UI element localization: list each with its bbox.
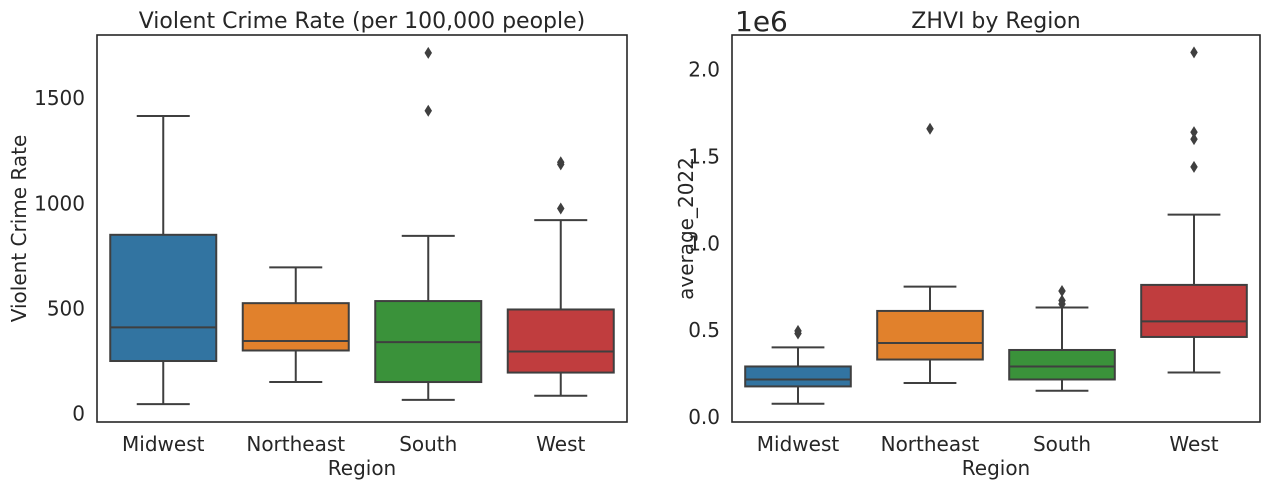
outlier-point [1058, 284, 1066, 297]
chart-title: ZHVI by Region [911, 9, 1080, 34]
outlier-point [424, 46, 432, 59]
box-iqr [1008, 348, 1116, 381]
y-tick-label: 1.5 [688, 144, 720, 168]
y-tick-label: 0.0 [688, 405, 720, 429]
y-axis-label: average_2022 [674, 157, 698, 300]
x-axis-label: Region [328, 456, 396, 480]
box-iqr [1140, 283, 1248, 338]
box-south [1008, 284, 1116, 392]
box-iqr [506, 308, 615, 374]
outlier-point [794, 324, 802, 337]
box-iqr [744, 365, 852, 388]
box-midwest [109, 114, 218, 406]
box-south [374, 46, 483, 401]
y-tick-label: 500 [47, 296, 85, 320]
tick-labels: Midwest Northeast South West 0 500 1000 1500 [34, 86, 585, 456]
x-tick-label: West [1169, 432, 1218, 456]
x-tick-label: Northeast [881, 432, 980, 456]
plot-area [109, 46, 615, 406]
y-tick-label: 2.0 [688, 58, 720, 82]
x-tick-label: Midwest [757, 432, 840, 456]
box-iqr [109, 233, 218, 363]
tick-labels: Midwest Northeast South West 0.0 0.5 1.0 1.5 2.0 [688, 58, 1219, 456]
outlier-point [557, 202, 565, 215]
x-tick-label: West [536, 432, 585, 456]
y-tick-label: 0.5 [688, 318, 720, 342]
box-midwest [744, 324, 852, 405]
outlier-point [1190, 133, 1198, 146]
chart-title: Violent Crime Rate (per 100,000 people) [139, 9, 586, 34]
plot-area [744, 46, 1248, 405]
box-west [506, 156, 615, 397]
box-northeast [876, 122, 984, 384]
chart-zhvi: ZHVI by Region 1e6 Midwest Northeast South… [674, 5, 1261, 480]
y-offset-label: 1e6 [735, 5, 788, 38]
x-axis-label: Region [962, 456, 1030, 480]
box-iqr [876, 309, 984, 361]
x-tick-label: Northeast [246, 432, 345, 456]
y-tick-label: 1.0 [688, 231, 720, 255]
outlier-point [1190, 160, 1198, 173]
x-tick-label: South [1033, 432, 1091, 456]
box-northeast [241, 266, 350, 384]
outlier-point [424, 104, 432, 117]
x-tick-label: Midwest [122, 432, 205, 456]
x-tick-label: South [399, 432, 457, 456]
box-west [1140, 46, 1248, 374]
y-axis-label: Violent Crime Rate [7, 135, 31, 323]
y-tick-label: 1000 [34, 191, 85, 215]
outlier-point [1058, 294, 1066, 307]
chart-violent-crime: Violent Crime Rate (per 100,000 people) … [7, 9, 628, 480]
plot-frame [96, 34, 628, 423]
y-tick-label: 0 [72, 402, 85, 426]
plot-frame [731, 34, 1261, 423]
box-iqr [241, 302, 350, 352]
outlier-point [557, 156, 565, 169]
outlier-point [1190, 126, 1198, 139]
y-tick-label: 1500 [34, 86, 85, 110]
outlier-point [1190, 46, 1198, 59]
outlier-point [926, 122, 934, 135]
